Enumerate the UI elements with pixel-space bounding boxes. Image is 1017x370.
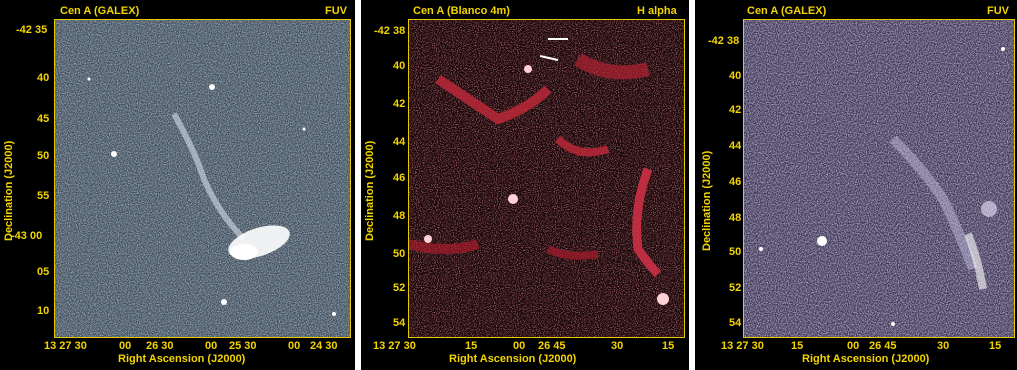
panel-galex-fuv-wide: Cen A (GALEX) FUV -42 35 40 45 50 55 -43… bbox=[0, 0, 355, 370]
y-tick: -42 38 bbox=[374, 25, 406, 37]
y-tick: 54 bbox=[393, 317, 406, 329]
y-tick: 44 bbox=[393, 136, 406, 148]
y-tick: -43 00 bbox=[11, 230, 43, 242]
x-tick: 30 bbox=[611, 340, 624, 352]
x-tick: 26 45 bbox=[869, 340, 897, 352]
panel-blanco-halpha: Cen A (Blanco 4m) H alpha -42 38 40 42 4… bbox=[361, 0, 689, 370]
y-tick: 55 bbox=[37, 190, 50, 202]
y-tick: 45 bbox=[37, 113, 50, 125]
galex-fuv-zoom-image bbox=[743, 19, 1015, 338]
galex-fuv-image bbox=[54, 19, 351, 338]
x-tick: 25 30 bbox=[229, 340, 257, 352]
x-tick: 26 45 bbox=[538, 340, 566, 352]
y-tick: 46 bbox=[393, 172, 406, 184]
x-axis-label: Right Ascension (J2000) bbox=[118, 353, 246, 365]
y-axis-label: Declination (J2000) bbox=[3, 140, 15, 241]
y-tick: 40 bbox=[393, 60, 406, 72]
x-tick: 00 bbox=[119, 340, 132, 352]
panel-galex-fuv-zoom: Cen A (GALEX) FUV -42 38 40 42 44 46 48 … bbox=[695, 0, 1017, 370]
band-label: FUV bbox=[987, 5, 1009, 17]
x-tick: 00 bbox=[288, 340, 301, 352]
x-tick: 00 bbox=[205, 340, 218, 352]
x-tick: 00 bbox=[513, 340, 526, 352]
x-tick: 24 30 bbox=[310, 340, 338, 352]
y-tick: 48 bbox=[729, 212, 742, 224]
x-tick: 26 30 bbox=[146, 340, 174, 352]
y-tick: 52 bbox=[729, 282, 742, 294]
blanco-halpha-image bbox=[408, 19, 685, 338]
y-tick: -42 35 bbox=[16, 24, 48, 36]
x-tick: 30 bbox=[937, 340, 950, 352]
y-tick: 46 bbox=[729, 176, 742, 188]
y-tick: 42 bbox=[729, 104, 742, 116]
y-tick: 42 bbox=[393, 98, 406, 110]
x-tick: 13 27 30 bbox=[721, 340, 764, 352]
panel-title: Cen A (GALEX) bbox=[60, 5, 140, 17]
y-tick: 48 bbox=[393, 210, 406, 222]
x-tick: 13 27 30 bbox=[44, 340, 87, 352]
x-axis-label: Right Ascension (J2000) bbox=[449, 353, 577, 365]
x-tick: 15 bbox=[989, 340, 1002, 352]
panel-title: Cen A (Blanco 4m) bbox=[413, 5, 510, 17]
x-tick: 15 bbox=[791, 340, 804, 352]
y-tick: 40 bbox=[37, 72, 50, 84]
x-tick: 15 bbox=[662, 340, 675, 352]
y-axis-label: Declination (J2000) bbox=[364, 140, 376, 241]
band-label: H alpha bbox=[637, 5, 677, 17]
x-axis-label: Right Ascension (J2000) bbox=[802, 353, 930, 365]
x-tick: 13 27 30 bbox=[373, 340, 416, 352]
x-tick: 15 bbox=[465, 340, 478, 352]
y-tick: 44 bbox=[729, 140, 742, 152]
y-tick: 52 bbox=[393, 282, 406, 294]
y-tick: 40 bbox=[729, 70, 742, 82]
panel-title: Cen A (GALEX) bbox=[747, 5, 827, 17]
y-tick: 50 bbox=[729, 246, 742, 258]
x-tick: 00 bbox=[847, 340, 860, 352]
y-tick: 50 bbox=[393, 248, 406, 260]
band-label: FUV bbox=[325, 5, 347, 17]
y-tick: 10 bbox=[37, 305, 50, 317]
y-tick: -42 38 bbox=[708, 35, 740, 47]
y-tick: 54 bbox=[729, 317, 742, 329]
y-tick: 05 bbox=[37, 266, 50, 278]
y-axis-label: Declination (J2000) bbox=[701, 150, 713, 251]
y-tick: 50 bbox=[37, 150, 50, 162]
